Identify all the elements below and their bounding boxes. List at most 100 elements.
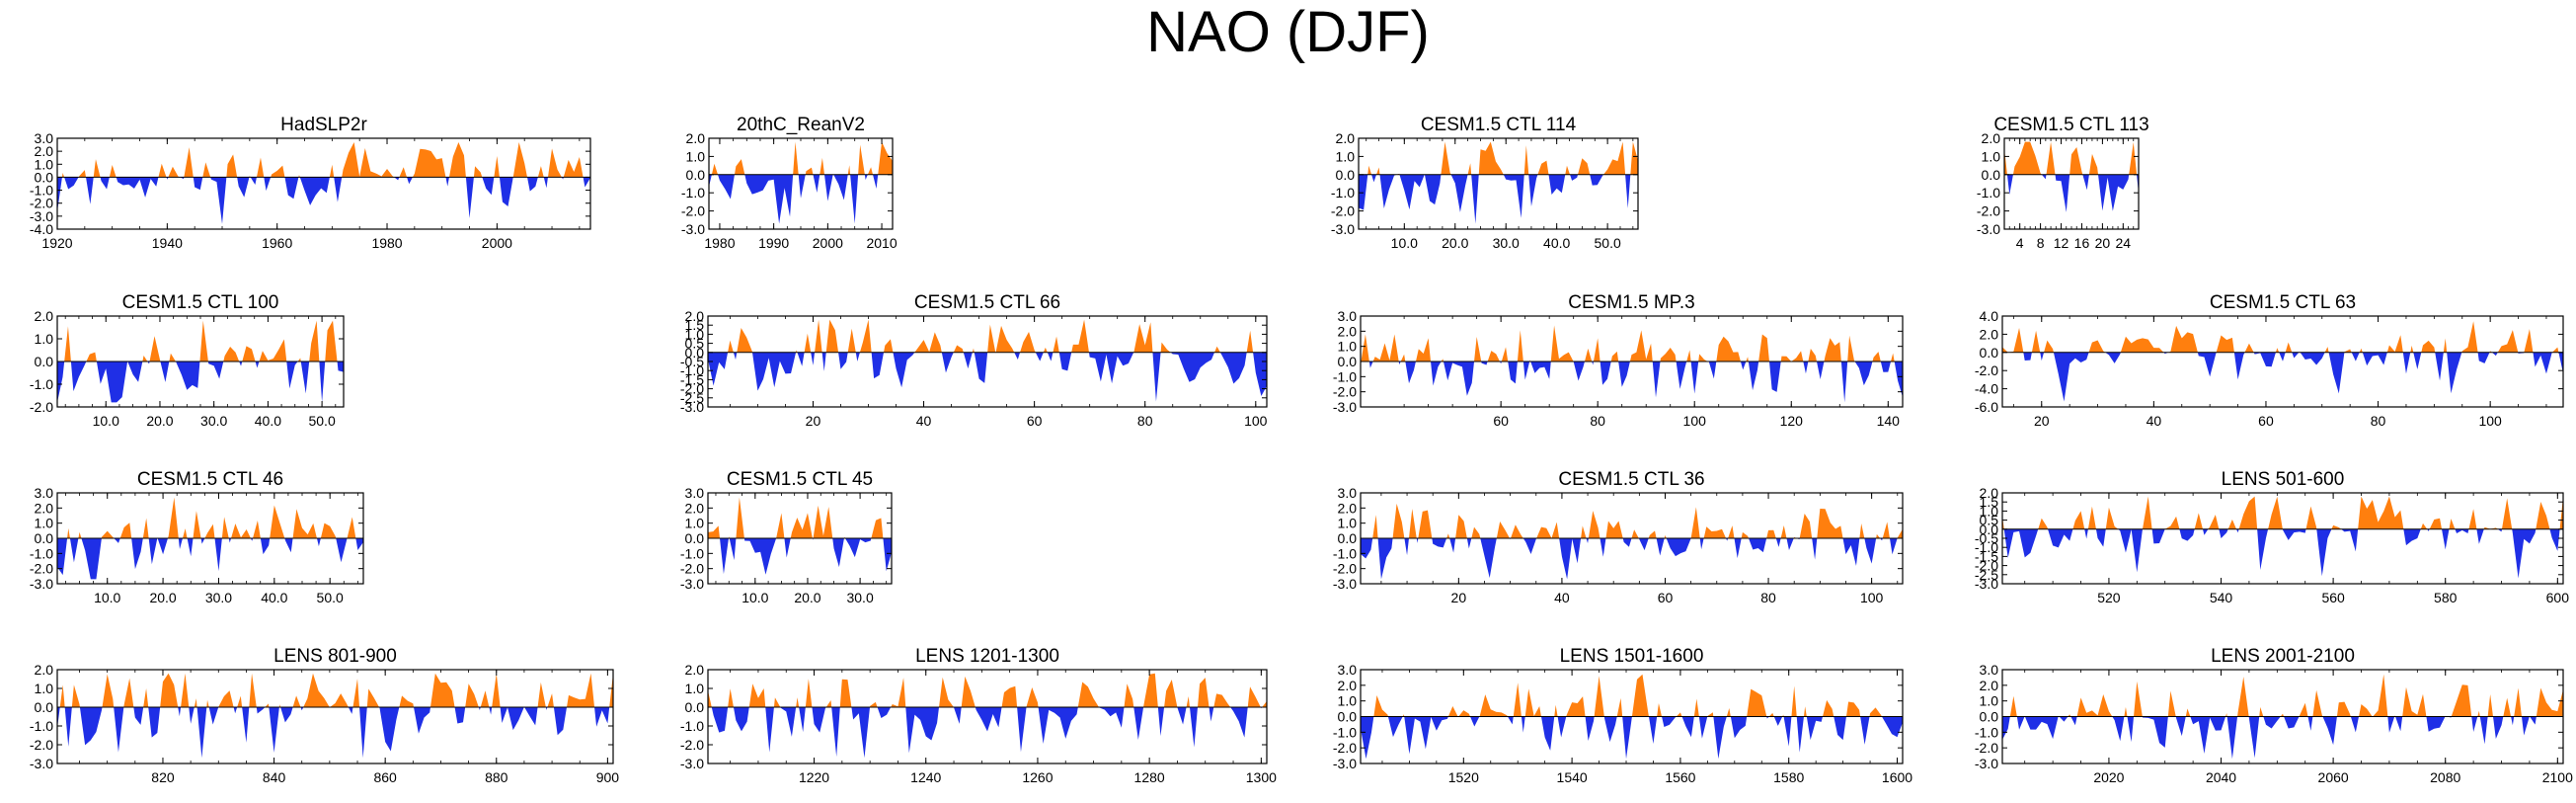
positive-area: [64, 320, 338, 361]
x-tick-label: 1300: [1246, 769, 1277, 785]
y-tick-label: -2.0: [680, 561, 704, 577]
y-tick-label: 3.0: [35, 485, 54, 501]
x-tick-label: 880: [485, 769, 508, 785]
figure-title: NAO (DJF): [1146, 0, 1430, 64]
x-tick-label: 60: [1493, 413, 1509, 429]
panel-title: CESM1.5 CTL 66: [914, 292, 1060, 313]
y-tick-label: 1.0: [685, 516, 705, 531]
y-tick-label: -1.0: [1977, 185, 2000, 201]
y-tick-label: -2.0: [1333, 384, 1357, 400]
x-tick-label: 80: [2371, 413, 2386, 429]
y-tick-label: 2.0: [35, 662, 54, 678]
x-tick-label: 1600: [1882, 769, 1912, 785]
negative-area: [709, 174, 879, 224]
panel-6: CESM1.5 MP.3 3.02.01.00.0-1.0-2.0-3.0 60 80…: [1333, 292, 1904, 429]
y-tick-label: 2.0: [35, 308, 54, 324]
positive-area: [708, 497, 884, 538]
y-tick-label: -1.0: [1333, 724, 1357, 740]
x-tick-label: 20.0: [146, 413, 173, 429]
y-tick-label: 2.0: [1338, 500, 1358, 516]
y-tick-label: -2.0: [1975, 362, 1998, 378]
y-tick-label: 1.0: [35, 516, 54, 531]
x-tick-label: 10.0: [1391, 235, 1418, 251]
y-tick-label: 0.0: [1338, 530, 1358, 546]
y-tick-label: 0.0: [1980, 522, 1999, 537]
x-tick-label: 1560: [1665, 769, 1695, 785]
y-tick-label: -2.0: [1975, 740, 1998, 756]
panel-14: LENS 1501-1600 3.02.01.00.0-1.0-2.0-3.0 15…: [1333, 646, 1912, 785]
negative-area: [1361, 716, 1903, 760]
x-tick-label: 580: [2434, 590, 2458, 605]
x-tick-label: 20: [2095, 235, 2111, 251]
x-tick-label: 1940: [152, 235, 183, 251]
y-tick-label: -3.0: [680, 576, 704, 592]
panel-title: CESM1.5 CTL 45: [727, 469, 873, 490]
y-tick-label: 3.0: [1338, 308, 1358, 324]
y-tick-label: 3.0: [1980, 662, 1999, 678]
x-tick-label: 30.0: [1493, 235, 1520, 251]
positive-area: [728, 319, 1254, 353]
x-tick-label: 40: [916, 413, 932, 429]
x-tick-label: 60: [2258, 413, 2274, 429]
x-tick-label: 100: [1683, 413, 1707, 429]
x-tick-label: 2000: [482, 235, 512, 251]
negative-area: [1361, 538, 1898, 580]
panel-frame: [1358, 137, 1639, 230]
y-tick-label: -3.0: [1333, 576, 1357, 592]
y-tick-label: 4.0: [1980, 308, 1999, 324]
negative-area: [57, 707, 610, 759]
y-tick-label: 0.0: [1338, 354, 1358, 369]
panel-title: CESM1.5 CTL 114: [1421, 115, 1577, 135]
positive-area: [708, 673, 1267, 707]
y-tick-label: -2.0: [1331, 203, 1355, 219]
x-tick-label: 1580: [1773, 769, 1804, 785]
y-tick-label: -2.0: [1977, 203, 2000, 219]
x-tick-label: 30.0: [846, 590, 873, 605]
x-tick-label: 2080: [2430, 769, 2460, 785]
panel-frame: [56, 137, 591, 230]
y-tick-label: -1.0: [1331, 185, 1355, 201]
y-tick-label: -2.0: [680, 737, 704, 753]
y-tick-label: -3.0: [1333, 399, 1357, 415]
panel-frame: [707, 669, 1268, 764]
y-tick-label: 1.0: [685, 681, 705, 696]
x-tick-label: 40.0: [261, 590, 287, 605]
y-tick-label: 2.0: [1338, 678, 1358, 693]
x-tick-label: 80: [1590, 413, 1605, 429]
y-tick-label: -4.0: [1975, 381, 1998, 397]
y-tick-label: -3.0: [30, 208, 53, 224]
negative-area: [708, 352, 1267, 402]
x-tick-label: 80: [1760, 590, 1776, 605]
negative-area: [2006, 174, 2139, 212]
y-tick-label: -2.0: [30, 737, 53, 753]
x-tick-label: 50.0: [1595, 235, 1621, 251]
y-tick-label: 0.5: [685, 336, 705, 352]
y-tick-label: -1.0: [680, 545, 704, 561]
y-tick-label: -0.5: [1975, 530, 1998, 546]
y-tick-label: -2.0: [680, 381, 704, 397]
panel-12: LENS 801-900 2.0 1.0 0.0 -1.0 -2.0 -3.0 820 840 8…: [30, 646, 619, 785]
positive-area: [2009, 674, 2563, 717]
x-tick-label: 1980: [371, 235, 402, 251]
y-tick-label: 0.0: [35, 354, 54, 369]
negative-area: [2003, 528, 2560, 579]
y-tick-label: -3.0: [680, 756, 704, 771]
x-tick-label: 40: [2147, 413, 2162, 429]
panel-0: HadSLP2r 3.02.01.00.0-1.0-2.0-3.0-4.01920…: [30, 115, 591, 251]
y-tick-label: 2.0: [35, 143, 54, 159]
x-tick-label: 30.0: [200, 413, 227, 429]
y-tick-label: 0.0: [1982, 167, 2001, 183]
panel-2: CESM1.5 CTL 114 2.0 1.0 0.0 -1.0 -2.0 -3.0 10.0…: [1331, 115, 1639, 251]
x-tick-label: 2000: [813, 235, 843, 251]
x-tick-label: 560: [2321, 590, 2345, 605]
y-tick-label: -1.0: [1333, 368, 1357, 384]
x-tick-label: 540: [2210, 590, 2233, 605]
y-tick-label: -1.0: [30, 376, 53, 392]
negative-area: [57, 538, 363, 580]
x-tick-label: 1960: [262, 235, 292, 251]
x-tick-label: 60: [1658, 590, 1674, 605]
y-tick-label: 2.0: [685, 500, 705, 516]
panel-8: CESM1.5 CTL 46 3.02.01.00.0-1.0-2.0-3.0 10…: [30, 469, 364, 605]
panel-15: LENS 2001-2100 3.02.01.00.0-1.0-2.0-3.0 20…: [1975, 646, 2573, 785]
y-tick-label: 3.0: [1338, 485, 1358, 501]
